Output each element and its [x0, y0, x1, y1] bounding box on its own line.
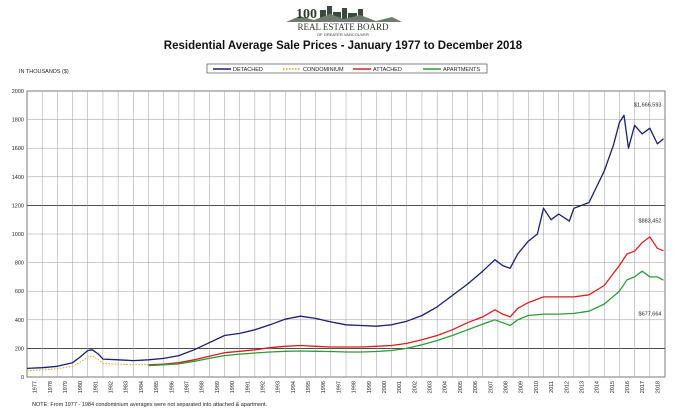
y-tick-label: 2000	[12, 89, 24, 95]
chart-annotations: $1,666,593 $883,452 $677,664	[634, 102, 662, 317]
x-tick-label: 2000	[382, 381, 388, 393]
legend-label-apartments: APARTMENTS	[443, 67, 480, 73]
x-tick-label: 1977	[33, 381, 39, 393]
x-tick-label: 2010	[534, 381, 540, 393]
x-tick-label: 2004	[443, 381, 449, 393]
x-tick-label: 2007	[488, 381, 494, 393]
y-tick-label: 0	[21, 375, 24, 381]
x-tick-label: 1999	[367, 381, 373, 393]
x-tick-label: 1982	[109, 381, 115, 393]
x-tick-label: 2017	[640, 381, 646, 393]
x-tick-label: 1994	[291, 381, 297, 393]
chart-title: Residential Average Sale Prices - Januar…	[163, 40, 523, 52]
chart-grid	[26, 90, 666, 378]
y-tick-label: 600	[15, 289, 24, 295]
x-tick-label: 1983	[124, 381, 130, 393]
x-tick-label: 1978	[48, 381, 54, 393]
legend-label-condominium: CONDOMINIUM	[303, 67, 344, 73]
x-tick-label: 2015	[610, 381, 616, 393]
y-tick-label: 1200	[12, 203, 24, 209]
chart-footnote: NOTE: From 1977 - 1984 condominium avera…	[32, 402, 268, 408]
data-callout: $1,666,593	[634, 102, 662, 108]
legend-box	[206, 63, 488, 74]
logo-100: 100	[296, 7, 317, 22]
x-axis: 1977 1978 1979 1980 1981 1982 1983 1984 1985 1986…	[33, 381, 662, 393]
x-tick-label: 2014	[595, 381, 601, 393]
data-callout: $883,452	[639, 219, 662, 225]
x-tick-label: 1993	[276, 381, 282, 393]
y-tick-label: 1400	[12, 175, 24, 181]
y-tick-label: 1000	[12, 232, 24, 238]
x-tick-label: 2013	[579, 381, 585, 393]
x-tick-label: 1987	[185, 381, 191, 393]
y-tick-label: 200	[15, 346, 24, 352]
y-tick-label: 400	[15, 318, 24, 324]
y-axis-unit-label: IN THOUSANDS ($)	[19, 69, 69, 75]
rebgv-logo: 100 REAL ESTATE BOARD OF GREATER VANCOUV…	[286, 6, 402, 37]
x-tick-label: 1995	[306, 381, 312, 393]
x-tick-label: 1980	[78, 381, 84, 393]
x-tick-label: 1996	[321, 381, 327, 393]
x-tick-label: 1991	[245, 381, 251, 393]
data-callout: $677,664	[639, 312, 662, 318]
chart-legend: DETACHED CONDOMINIUM ATTACHED APARTMENTS	[206, 63, 488, 74]
y-tick-label: 1600	[12, 146, 24, 152]
x-tick-label: 1985	[154, 381, 160, 393]
x-tick-label: 1992	[260, 381, 266, 393]
x-tick-label: 2008	[504, 381, 510, 393]
skyline-graphic	[286, 6, 402, 22]
chart-series	[26, 114, 664, 372]
x-tick-label: 2009	[519, 381, 525, 393]
x-tick-label: 2002	[412, 381, 418, 393]
x-tick-label: 2001	[397, 381, 403, 393]
x-tick-label: 2012	[564, 381, 570, 393]
x-tick-label: 1989	[215, 381, 221, 393]
x-tick-label: 1997	[336, 381, 342, 393]
legend-label-attached: ATTACHED	[373, 67, 402, 73]
y-axis: 0 200 400 600 800 1000 1200 1400 1600 1800 2000	[12, 89, 24, 381]
x-tick-label: 1984	[139, 381, 145, 393]
y-tick-label: 1800	[12, 118, 24, 124]
y-tick-label: 800	[15, 261, 24, 267]
x-tick-label: 2011	[549, 381, 555, 393]
series-line-condominium	[26, 355, 149, 372]
legend-label-detached: DETACHED	[233, 67, 263, 73]
x-tick-label: 2003	[428, 381, 434, 393]
x-tick-label: 1990	[230, 381, 236, 393]
logo-sub: OF GREATER VANCOUVER	[317, 32, 369, 37]
series-line-detached	[26, 114, 664, 370]
x-tick-label: 2005	[458, 381, 464, 393]
x-tick-label: 1986	[169, 381, 175, 393]
series-line-attached	[148, 236, 664, 366]
logo-name: REAL ESTATE BOARD	[298, 22, 389, 32]
x-tick-label: 2018	[655, 381, 661, 393]
x-tick-label: 2006	[473, 381, 479, 393]
x-tick-label: 1979	[63, 381, 69, 393]
x-tick-label: 1998	[352, 381, 358, 393]
x-tick-label: 1981	[93, 381, 99, 393]
series-line-apartments	[148, 270, 664, 367]
x-tick-label: 1988	[200, 381, 206, 393]
x-tick-label: 2016	[625, 381, 631, 393]
